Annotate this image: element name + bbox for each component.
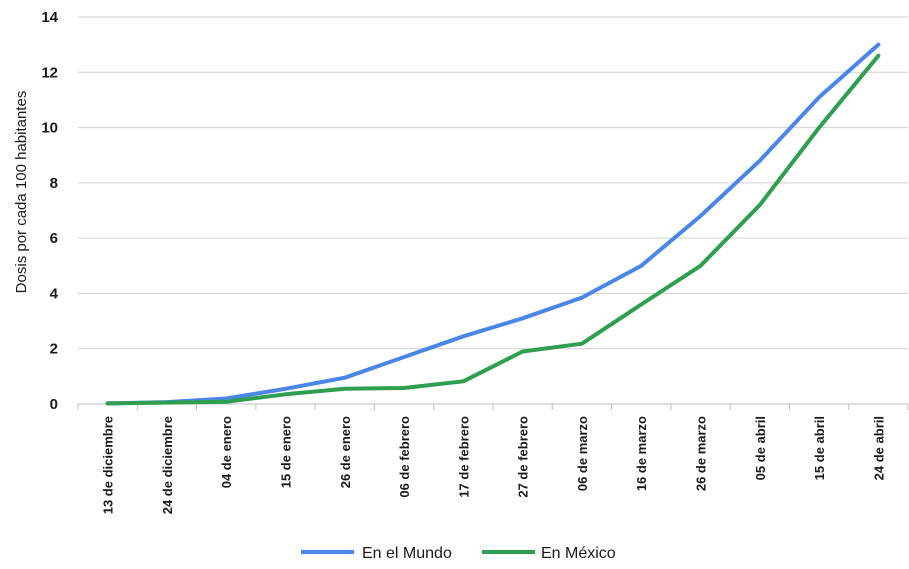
y-axis-ticks: 0 2 4 6 8 10 12 14 (41, 9, 58, 413)
gridlines (78, 16, 908, 350)
y-tick-label: 2 (50, 341, 58, 358)
y-axis-label: Dosis por cada 100 habitantes (13, 91, 30, 294)
x-tick-label: 13 de diciembre (101, 416, 116, 514)
x-tick-label: 17 de febrero (456, 416, 471, 498)
x-tick-label: 15 de abril (812, 416, 827, 480)
y-tick-label: 10 (41, 120, 58, 137)
series-line (105, 53, 881, 406)
x-tick-label: 15 de enero (279, 416, 294, 488)
legend-label: En México (541, 545, 616, 562)
x-tick-label: 05 de abril (753, 416, 768, 480)
x-tick-label: 06 de marzo (575, 416, 590, 491)
x-tick-label: 06 de febrero (397, 416, 412, 498)
x-tick-label: 24 de diciembre (160, 416, 175, 514)
x-tick-label: 24 de abril (871, 416, 886, 480)
y-tick-label: 4 (50, 285, 59, 302)
y-tick-label: 14 (41, 9, 58, 26)
x-tick-label: 26 de marzo (694, 416, 709, 491)
x-axis-ticks: 13 de diciembre 24 de diciembre 04 de ener… (77, 404, 909, 514)
x-tick-label: 16 de marzo (634, 416, 649, 491)
x-tick-label: 04 de enero (219, 416, 234, 488)
series-lines (105, 42, 881, 406)
y-tick-label: 12 (41, 64, 58, 81)
series-line (105, 42, 881, 406)
y-tick-label: 0 (50, 396, 58, 413)
x-tick-label: 27 de febrero (516, 416, 531, 498)
legend-label: En el Mundo (362, 545, 452, 562)
legend: En el Mundo En México (301, 545, 616, 562)
y-tick-label: 6 (50, 230, 58, 247)
y-tick-label: 8 (50, 175, 58, 192)
x-tick-label: 26 de enero (338, 416, 353, 488)
